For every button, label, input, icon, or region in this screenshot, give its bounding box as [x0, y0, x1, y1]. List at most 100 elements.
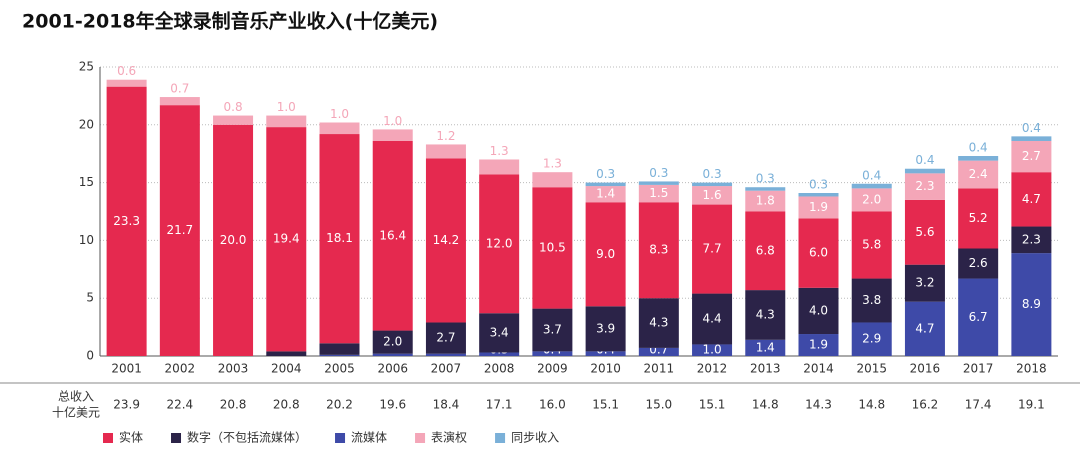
total-label: 17.1 [486, 398, 513, 412]
bar-segment [106, 79, 147, 87]
x-tick-label: 2016 [910, 362, 941, 376]
value-label: 0.3 [596, 167, 615, 181]
total-label: 23.9 [113, 398, 140, 412]
value-label: 0.3 [809, 178, 828, 192]
bar-segment [692, 293, 733, 345]
bar-segment [958, 278, 999, 356]
value-label: 9.0 [596, 247, 615, 261]
value-label: 20.0 [220, 233, 247, 247]
bar-segment [532, 308, 573, 352]
bar-segment [904, 168, 945, 174]
value-label: 2.4 [969, 167, 988, 181]
value-label: 7.7 [703, 242, 722, 256]
total-label: 15.1 [592, 398, 619, 412]
x-tick-label: 2007 [431, 362, 462, 376]
value-label: 0.3 [649, 166, 668, 180]
bar-segment [319, 134, 360, 344]
x-tick-label: 2009 [537, 362, 568, 376]
bar-segment [958, 156, 999, 161]
bar-segment [479, 174, 520, 314]
value-label: 2.6 [969, 256, 988, 270]
bar-segment [1011, 253, 1052, 356]
bar-segment [745, 190, 786, 212]
bar-segment [798, 193, 839, 197]
value-label: 8.3 [649, 243, 668, 257]
value-label: 4.7 [915, 321, 934, 335]
value-label: 4.7 [1022, 192, 1041, 206]
value-label: 0.6 [117, 64, 136, 78]
bar-segment [319, 343, 360, 355]
bar-segment [638, 347, 679, 356]
y-tick-label: 5 [86, 291, 94, 305]
value-label: 3.8 [862, 293, 881, 307]
value-label: 10.5 [539, 240, 566, 254]
total-label: 20.8 [220, 398, 247, 412]
x-tick-label: 2018 [1016, 362, 1047, 376]
bar-segment [425, 158, 466, 323]
total-label: 18.4 [433, 398, 460, 412]
value-label: 4.3 [649, 316, 668, 330]
bar-segment [745, 187, 786, 191]
value-label: 3.4 [490, 325, 509, 339]
bar-segment [798, 218, 839, 288]
value-label: 0.8 [224, 100, 243, 114]
total-label: 20.8 [273, 398, 300, 412]
bar-segment [958, 248, 999, 279]
bar-segment [425, 353, 466, 356]
bar-segment [851, 278, 892, 323]
value-label: 5.2 [969, 211, 988, 225]
value-label: 1.0 [703, 343, 722, 357]
bar-segment [904, 301, 945, 356]
bar-segment [1011, 136, 1052, 141]
bar-segment [1011, 140, 1052, 173]
bar-segment [372, 129, 413, 141]
x-tick-label: 2003 [218, 362, 249, 376]
bar-segment [266, 351, 307, 356]
total-label: 16.0 [539, 398, 566, 412]
bar-segment [319, 122, 360, 135]
chart-title: 2001-2018年全球录制音乐产业收入(十亿美元) [22, 10, 438, 33]
value-label: 5.8 [862, 238, 881, 252]
legend-label: 同步收入 [511, 431, 559, 445]
legend-swatch [171, 433, 182, 443]
bar-segment [638, 181, 679, 185]
bar-segment [904, 264, 945, 302]
value-label: 1.9 [809, 200, 828, 214]
value-label: 0.4 [915, 153, 934, 167]
legend-swatch [495, 433, 506, 443]
x-tick-label: 2008 [484, 362, 515, 376]
value-label: 21.7 [166, 223, 193, 237]
x-tick-label: 2001 [111, 362, 142, 376]
bar-segment [904, 173, 945, 200]
x-tick-label: 2002 [165, 362, 196, 376]
value-label: 1.3 [490, 144, 509, 158]
bar-segment [213, 115, 254, 125]
totals-label: 总收入 [58, 390, 94, 404]
bar-segment [425, 144, 466, 159]
value-label: 1.4 [596, 187, 615, 201]
bar-segment [372, 140, 413, 331]
value-label: 0.4 [969, 141, 988, 155]
bar-segment [532, 172, 573, 188]
bar-segment [851, 188, 892, 212]
bar-segment [1011, 226, 1052, 254]
value-label: 3.7 [543, 322, 562, 336]
bar-segment [585, 186, 626, 203]
y-tick-label: 20 [79, 117, 94, 131]
total-label: 22.4 [166, 398, 193, 412]
bar-segment [266, 127, 307, 352]
totals-label: 十亿美元 [52, 405, 100, 420]
value-label: 1.0 [330, 107, 349, 121]
value-label: 0.3 [703, 167, 722, 181]
bar-segment [692, 186, 733, 205]
total-label: 14.3 [805, 398, 832, 412]
value-label: 2.7 [436, 331, 455, 345]
bar-segment [851, 322, 892, 356]
value-label: 1.0 [277, 100, 296, 114]
x-tick-label: 2017 [963, 362, 994, 376]
value-label: 5.6 [915, 225, 934, 239]
bar-segment [266, 115, 307, 128]
x-tick-label: 2005 [324, 362, 355, 376]
bar-segment [638, 298, 679, 348]
value-label: 1.2 [436, 129, 455, 143]
